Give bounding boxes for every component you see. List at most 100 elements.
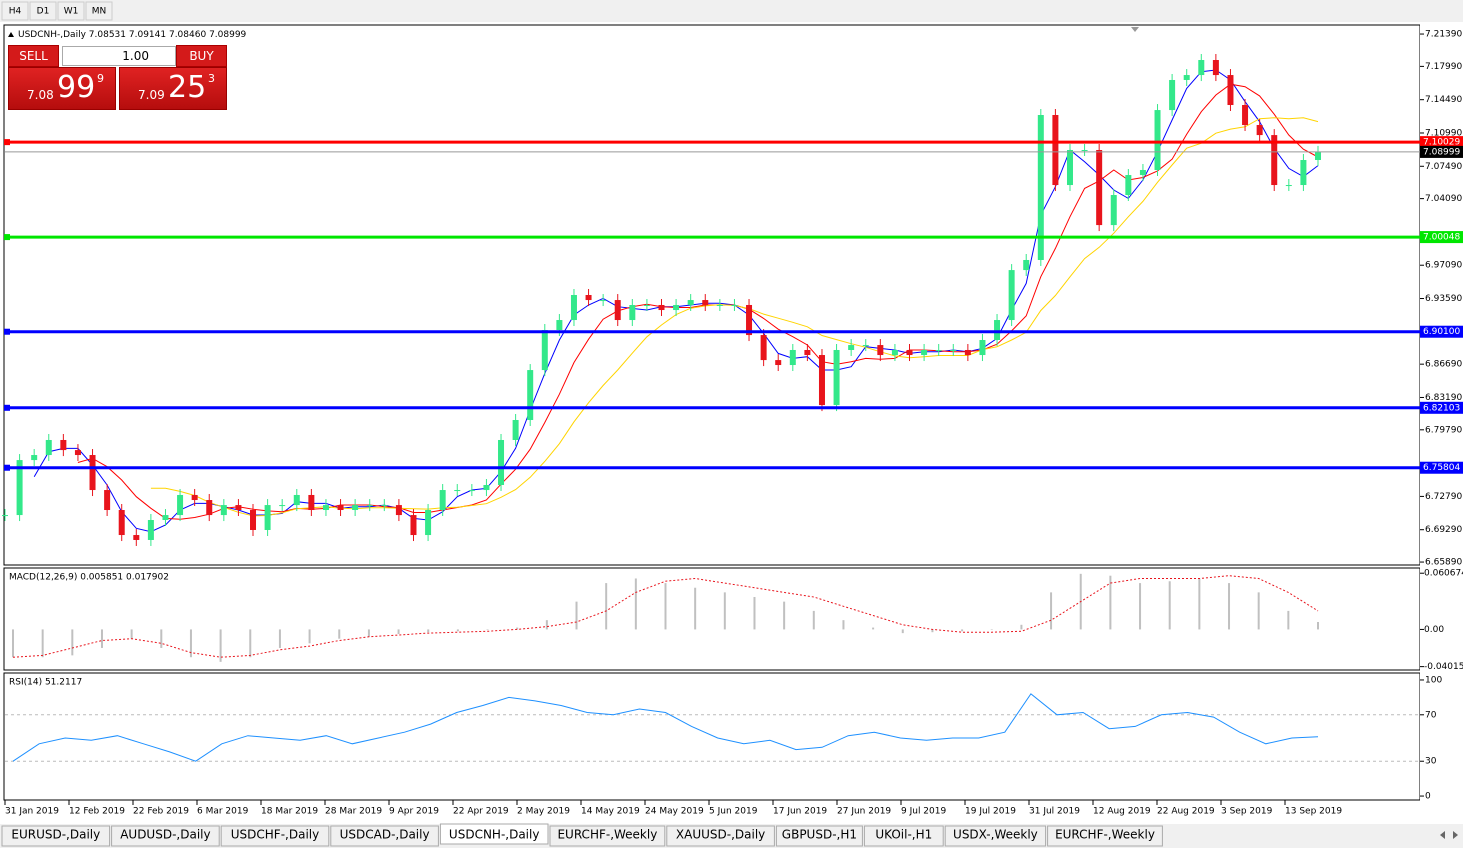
sell-button[interactable]: SELL — [8, 45, 59, 67]
tab-label: USDCNH-,Daily — [449, 828, 540, 842]
x-tick-label: 22 Feb 2019 — [133, 807, 189, 817]
macd-bar — [872, 627, 875, 630]
candle — [1300, 160, 1307, 186]
level-handle — [4, 139, 10, 146]
macd-bar — [41, 629, 44, 658]
level-tag — [1420, 231, 1463, 244]
candle — [833, 349, 840, 406]
candle — [16, 460, 23, 516]
y-tick-label: 70 — [1425, 710, 1437, 720]
candle — [979, 340, 986, 356]
pane — [3, 567, 1421, 671]
candle — [804, 349, 811, 356]
candle — [410, 515, 417, 536]
candle — [60, 439, 67, 451]
candle — [818, 355, 825, 406]
tab[interactable] — [549, 825, 666, 847]
lot-input[interactable]: 1.00 — [62, 46, 176, 66]
macd-bar — [12, 629, 14, 658]
macd-bar — [1317, 622, 1319, 630]
macd-bar — [1109, 575, 1112, 630]
price-big: 7.09 — [138, 88, 165, 102]
y-tick-label: 6.69290 — [1425, 525, 1462, 535]
tab[interactable] — [863, 825, 944, 847]
candle — [264, 505, 271, 530]
tab-label: USDCAD-,Daily — [340, 828, 430, 842]
tab[interactable] — [666, 825, 775, 847]
candle — [89, 455, 96, 491]
candle — [527, 370, 534, 421]
candle — [600, 300, 607, 302]
price-sup: 9 — [97, 72, 104, 85]
timeframe-button[interactable] — [29, 1, 57, 21]
x-tick-label: 2 May 2019 — [517, 807, 570, 817]
tab-scroll-left[interactable] — [1440, 831, 1445, 839]
x-tick-label: 12 Feb 2019 — [69, 807, 125, 817]
tab-label: EURCHF-,Weekly — [1055, 828, 1155, 842]
level-handle — [4, 404, 10, 411]
candle — [498, 439, 505, 485]
y-tick-label: 0 — [1425, 792, 1431, 802]
timeframe-button[interactable] — [85, 1, 113, 21]
candle — [250, 510, 257, 530]
candle — [891, 349, 898, 356]
y-tick-label: 6.93590 — [1425, 294, 1462, 304]
tab[interactable] — [439, 823, 549, 845]
candle — [308, 494, 315, 511]
candle — [1154, 110, 1161, 170]
timeframe-label: W1 — [64, 7, 79, 17]
candle — [1110, 195, 1117, 226]
x-tick-label: 17 Jun 2019 — [773, 807, 827, 817]
candle — [921, 349, 928, 356]
level-tag — [1420, 461, 1463, 474]
macd-bar — [189, 629, 192, 658]
level-handle — [4, 328, 10, 335]
timeframe-label: MN — [92, 7, 107, 17]
macd-bar — [1020, 624, 1023, 630]
x-tick-label: 9 Apr 2019 — [389, 807, 439, 817]
tab-scroll-right[interactable] — [1453, 831, 1458, 839]
candle — [352, 505, 359, 511]
bid-tag — [1420, 145, 1463, 158]
macd-bar — [219, 629, 222, 662]
tab-label: USDCHF-,Daily — [231, 828, 319, 842]
timeframe-button[interactable] — [1, 1, 29, 21]
candle — [1008, 270, 1015, 321]
level-tag — [1420, 325, 1463, 338]
macd-bar — [694, 587, 697, 630]
tab[interactable] — [111, 825, 220, 847]
sell-price[interactable]: 7.08 99 9 — [8, 67, 116, 110]
x-tick-label: 6 Mar 2019 — [197, 807, 249, 817]
x-tick-label: 28 Mar 2019 — [325, 807, 382, 817]
level-handle — [4, 464, 10, 471]
candle — [118, 510, 125, 536]
candle — [731, 304, 738, 306]
macd-bar — [931, 629, 934, 633]
tab[interactable] — [944, 825, 1047, 847]
macd-bar — [100, 629, 103, 648]
buy-button[interactable]: BUY — [176, 45, 227, 67]
y-tick-label: 0.00 — [1424, 625, 1444, 635]
x-tick-label: 14 May 2019 — [581, 807, 640, 817]
candle — [1096, 150, 1103, 226]
tab-label: EURCHF-,Weekly — [557, 828, 657, 842]
y-tick-label: 7.17990 — [1425, 62, 1462, 72]
tab[interactable] — [1, 825, 111, 847]
candle — [614, 300, 621, 321]
tab[interactable] — [330, 825, 439, 847]
tab[interactable] — [775, 825, 863, 847]
candle — [1242, 105, 1249, 125]
candle — [746, 304, 753, 336]
tab[interactable] — [220, 825, 330, 847]
candle — [877, 345, 884, 356]
candle — [293, 494, 300, 506]
buy-price[interactable]: 7.09 25 3 — [119, 67, 227, 110]
tab[interactable] — [1047, 825, 1163, 847]
timeframe-button[interactable] — [57, 1, 85, 21]
candle — [2, 515, 8, 517]
y-tick-label: 100 — [1425, 675, 1442, 685]
x-tick-label: 9 Jul 2019 — [901, 807, 946, 817]
macd-bar — [990, 629, 993, 630]
candle — [556, 320, 563, 331]
candle — [366, 505, 373, 507]
